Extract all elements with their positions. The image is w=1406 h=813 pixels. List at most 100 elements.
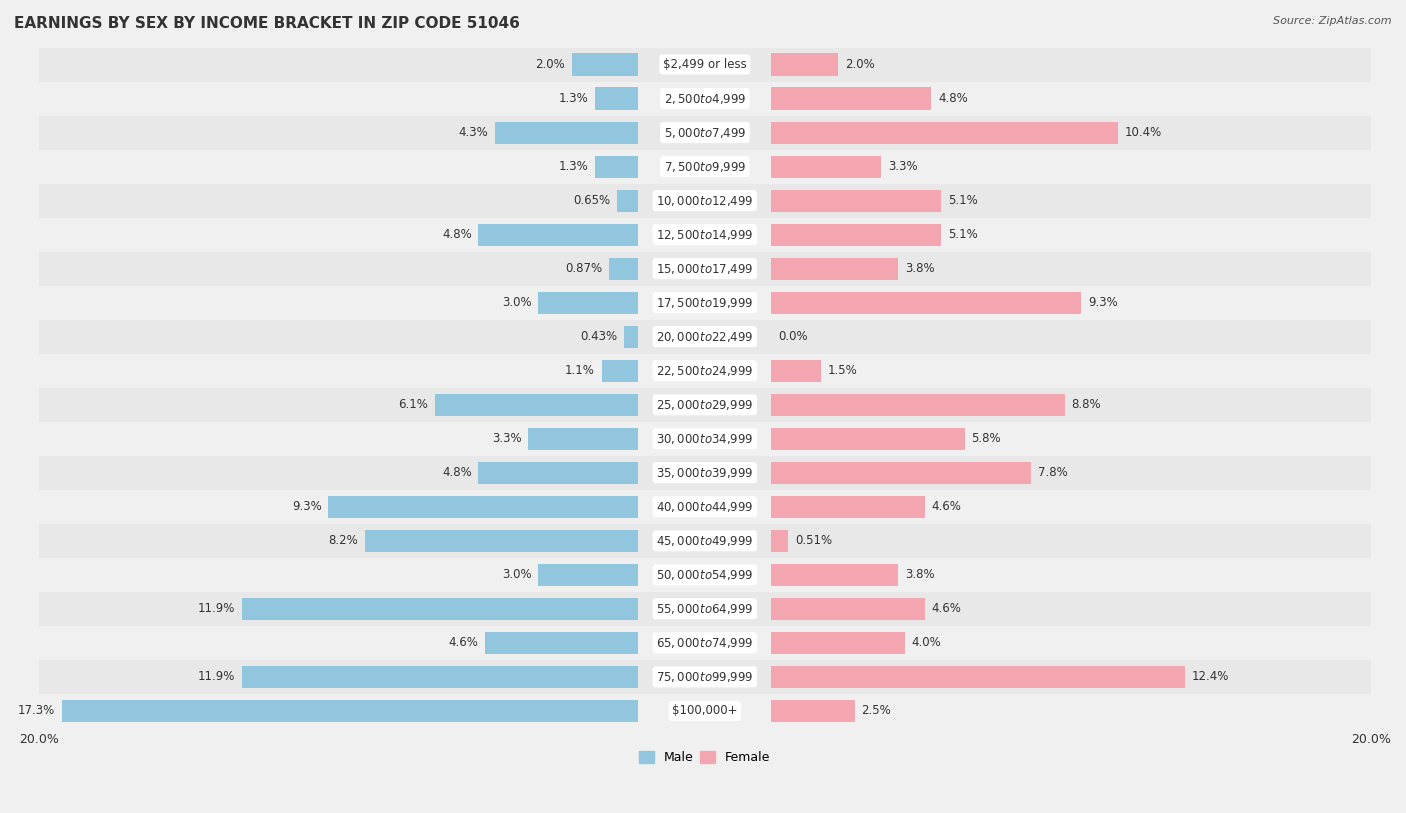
Bar bbox=[242, 598, 638, 620]
Text: $2,500 to $4,999: $2,500 to $4,999 bbox=[664, 92, 747, 106]
Text: 1.3%: 1.3% bbox=[558, 160, 588, 173]
Bar bbox=[772, 700, 855, 722]
Text: $35,000 to $39,999: $35,000 to $39,999 bbox=[657, 466, 754, 480]
Bar bbox=[495, 121, 638, 144]
Text: 11.9%: 11.9% bbox=[198, 602, 235, 615]
Bar bbox=[772, 530, 789, 552]
Bar bbox=[38, 81, 1371, 115]
Bar bbox=[772, 462, 1031, 484]
Bar bbox=[38, 252, 1371, 285]
Text: 1.5%: 1.5% bbox=[828, 364, 858, 377]
Bar bbox=[772, 632, 904, 654]
Text: 2.0%: 2.0% bbox=[536, 58, 565, 71]
Text: 4.8%: 4.8% bbox=[441, 228, 471, 241]
Bar bbox=[772, 359, 821, 382]
Bar bbox=[38, 285, 1371, 320]
Text: $25,000 to $29,999: $25,000 to $29,999 bbox=[657, 398, 754, 411]
Bar bbox=[38, 184, 1371, 218]
Bar bbox=[38, 388, 1371, 422]
Bar bbox=[624, 326, 638, 348]
Bar bbox=[62, 700, 638, 722]
Bar bbox=[617, 189, 638, 211]
Text: $45,000 to $49,999: $45,000 to $49,999 bbox=[657, 534, 754, 548]
Text: $10,000 to $12,499: $10,000 to $12,499 bbox=[657, 193, 754, 207]
Bar bbox=[538, 563, 638, 586]
Text: 4.3%: 4.3% bbox=[458, 126, 488, 139]
Text: 5.1%: 5.1% bbox=[948, 228, 977, 241]
Text: EARNINGS BY SEX BY INCOME BRACKET IN ZIP CODE 51046: EARNINGS BY SEX BY INCOME BRACKET IN ZIP… bbox=[14, 16, 520, 31]
Bar bbox=[572, 54, 638, 76]
Text: 8.8%: 8.8% bbox=[1071, 398, 1101, 411]
Bar bbox=[38, 592, 1371, 626]
Text: 1.3%: 1.3% bbox=[558, 92, 588, 105]
Bar bbox=[772, 88, 931, 110]
Text: 3.0%: 3.0% bbox=[502, 568, 531, 581]
Bar bbox=[772, 258, 898, 280]
Text: Source: ZipAtlas.com: Source: ZipAtlas.com bbox=[1274, 16, 1392, 26]
Text: $30,000 to $34,999: $30,000 to $34,999 bbox=[657, 432, 754, 446]
Bar bbox=[478, 224, 638, 246]
Text: 10.4%: 10.4% bbox=[1125, 126, 1161, 139]
Bar bbox=[38, 354, 1371, 388]
Bar bbox=[772, 224, 942, 246]
Text: 4.8%: 4.8% bbox=[441, 467, 471, 479]
Bar bbox=[38, 150, 1371, 184]
Bar bbox=[529, 428, 638, 450]
Bar bbox=[38, 218, 1371, 252]
Bar bbox=[38, 115, 1371, 150]
Bar bbox=[772, 496, 925, 518]
Text: 0.51%: 0.51% bbox=[796, 534, 832, 547]
Text: $12,500 to $14,999: $12,500 to $14,999 bbox=[657, 228, 754, 241]
Text: $15,000 to $17,499: $15,000 to $17,499 bbox=[657, 262, 754, 276]
Bar bbox=[478, 462, 638, 484]
Bar bbox=[595, 155, 638, 178]
Text: 2.5%: 2.5% bbox=[862, 704, 891, 717]
Text: 7.8%: 7.8% bbox=[1038, 467, 1067, 479]
Text: $55,000 to $64,999: $55,000 to $64,999 bbox=[657, 602, 754, 615]
Bar bbox=[772, 393, 1064, 415]
Bar bbox=[38, 320, 1371, 354]
Text: $40,000 to $44,999: $40,000 to $44,999 bbox=[657, 500, 754, 514]
Text: 17.3%: 17.3% bbox=[18, 704, 55, 717]
Bar bbox=[609, 258, 638, 280]
Bar bbox=[38, 47, 1371, 81]
Bar bbox=[242, 666, 638, 688]
Bar bbox=[329, 496, 638, 518]
Text: 4.8%: 4.8% bbox=[938, 92, 967, 105]
Bar bbox=[38, 489, 1371, 524]
Text: 9.3%: 9.3% bbox=[1088, 296, 1118, 309]
Bar bbox=[434, 393, 638, 415]
Text: 3.3%: 3.3% bbox=[889, 160, 918, 173]
Bar bbox=[38, 524, 1371, 558]
Text: $7,500 to $9,999: $7,500 to $9,999 bbox=[664, 159, 747, 174]
Text: 3.3%: 3.3% bbox=[492, 433, 522, 446]
Bar bbox=[772, 598, 925, 620]
Text: 3.0%: 3.0% bbox=[502, 296, 531, 309]
Text: 3.8%: 3.8% bbox=[904, 568, 935, 581]
Text: $75,000 to $99,999: $75,000 to $99,999 bbox=[657, 670, 754, 684]
Text: $17,500 to $19,999: $17,500 to $19,999 bbox=[657, 296, 754, 310]
Text: 11.9%: 11.9% bbox=[198, 671, 235, 684]
Bar bbox=[485, 632, 638, 654]
Text: 20.0%: 20.0% bbox=[18, 733, 59, 746]
Text: 4.6%: 4.6% bbox=[931, 500, 962, 513]
Text: 3.8%: 3.8% bbox=[904, 262, 935, 275]
Text: 4.0%: 4.0% bbox=[911, 637, 941, 650]
Text: 5.8%: 5.8% bbox=[972, 433, 1001, 446]
Text: $5,000 to $7,499: $5,000 to $7,499 bbox=[664, 125, 747, 140]
Text: 8.2%: 8.2% bbox=[329, 534, 359, 547]
Text: 0.0%: 0.0% bbox=[778, 330, 808, 343]
Bar bbox=[772, 292, 1081, 314]
Text: 0.65%: 0.65% bbox=[572, 194, 610, 207]
Text: 12.4%: 12.4% bbox=[1191, 671, 1229, 684]
Text: 5.1%: 5.1% bbox=[948, 194, 977, 207]
Bar bbox=[38, 660, 1371, 693]
Bar bbox=[772, 155, 882, 178]
Bar bbox=[772, 666, 1184, 688]
Bar bbox=[538, 292, 638, 314]
Bar bbox=[38, 558, 1371, 592]
Bar bbox=[38, 693, 1371, 728]
Bar bbox=[38, 626, 1371, 660]
Text: $50,000 to $54,999: $50,000 to $54,999 bbox=[657, 567, 754, 582]
Text: 9.3%: 9.3% bbox=[292, 500, 322, 513]
